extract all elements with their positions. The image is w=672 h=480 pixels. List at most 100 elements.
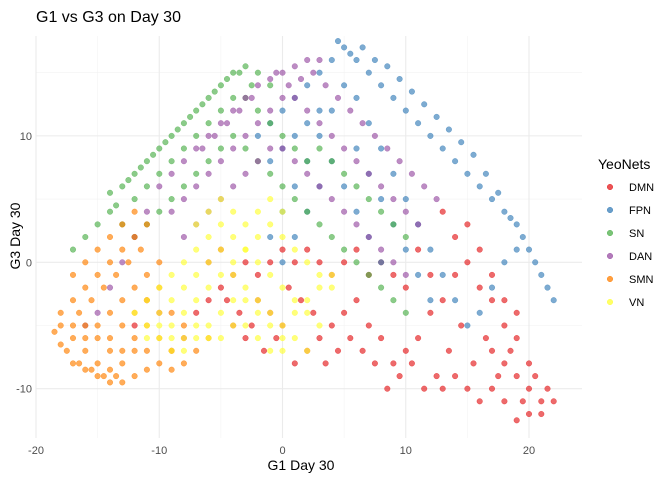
data-point <box>341 82 348 89</box>
data-point <box>291 297 298 304</box>
data-point <box>322 82 329 89</box>
legend-key <box>607 183 614 190</box>
data-point <box>254 233 261 240</box>
data-point <box>501 259 508 266</box>
data-point <box>316 57 323 64</box>
data-point <box>205 233 212 240</box>
data-point <box>254 297 261 304</box>
data-point <box>378 259 385 266</box>
data-point <box>230 69 237 76</box>
legend-item-fpn: FPN <box>607 205 651 217</box>
data-point <box>304 107 311 114</box>
data-point <box>384 145 391 152</box>
data-point <box>168 366 175 373</box>
data-point <box>242 63 249 70</box>
data-point <box>316 145 323 152</box>
data-point <box>304 170 311 177</box>
data-point <box>378 335 385 342</box>
y-axis-title: G3 Day 30 <box>7 202 23 269</box>
data-point <box>193 221 200 228</box>
data-point <box>501 398 508 405</box>
data-point <box>538 271 545 278</box>
data-point <box>254 259 261 266</box>
data-point <box>291 132 298 139</box>
data-point <box>131 233 138 240</box>
data-point <box>156 208 163 215</box>
data-point <box>476 398 483 405</box>
data-point <box>254 208 261 215</box>
data-point <box>470 151 477 158</box>
data-point <box>279 132 286 139</box>
data-point <box>353 221 360 228</box>
data-point <box>119 246 126 253</box>
data-point <box>341 44 348 51</box>
data-point <box>445 347 452 354</box>
legend-title: YeoNets <box>598 156 650 172</box>
data-point <box>341 259 348 266</box>
data-point <box>267 347 274 354</box>
data-point <box>168 309 175 316</box>
data-point <box>402 284 409 291</box>
data-point <box>371 360 378 367</box>
data-point <box>390 271 397 278</box>
data-point <box>353 158 360 165</box>
data-point <box>131 335 138 342</box>
legend-label: SMN <box>629 274 654 286</box>
data-point <box>513 335 520 342</box>
data-point <box>168 271 175 278</box>
data-point <box>119 297 126 304</box>
data-point <box>230 322 237 329</box>
legend-item-sn: SN <box>607 228 644 240</box>
data-point <box>408 170 415 177</box>
data-point <box>341 309 348 316</box>
data-point <box>254 158 261 165</box>
data-point <box>88 297 95 304</box>
data-point <box>390 170 397 177</box>
data-point <box>359 347 366 354</box>
data-point <box>230 145 237 152</box>
data-point <box>267 158 274 165</box>
data-point <box>495 189 502 196</box>
data-point <box>291 309 298 316</box>
data-point <box>378 82 385 89</box>
data-point <box>279 145 286 152</box>
data-point <box>168 208 175 215</box>
data-point <box>452 158 459 165</box>
data-point <box>550 297 557 304</box>
data-point <box>223 75 230 82</box>
data-point <box>82 322 89 329</box>
data-point <box>433 196 440 203</box>
data-point <box>365 322 372 329</box>
data-point <box>513 417 520 424</box>
data-point <box>526 360 533 367</box>
data-point <box>304 246 311 253</box>
data-point <box>57 322 64 329</box>
data-point <box>489 297 496 304</box>
data-point <box>526 385 533 392</box>
data-point <box>143 221 150 228</box>
data-point <box>408 360 415 367</box>
data-point <box>335 38 342 45</box>
data-point <box>291 335 298 342</box>
data-point <box>501 322 508 329</box>
data-point <box>100 373 107 380</box>
data-point <box>119 360 126 367</box>
data-point <box>421 183 428 190</box>
data-point <box>279 322 286 329</box>
data-point <box>341 183 348 190</box>
data-point <box>69 322 76 329</box>
data-point <box>476 309 483 316</box>
data-point <box>415 120 422 127</box>
data-point <box>328 196 335 203</box>
data-point <box>452 373 459 380</box>
data-point <box>180 145 187 152</box>
data-point <box>464 170 471 177</box>
x-tick-label: 20 <box>523 445 535 457</box>
data-point <box>341 246 348 253</box>
data-point <box>143 158 150 165</box>
data-point <box>328 107 335 114</box>
data-point <box>390 297 397 304</box>
data-point <box>304 57 311 64</box>
data-point <box>106 284 113 291</box>
data-point <box>316 120 323 127</box>
